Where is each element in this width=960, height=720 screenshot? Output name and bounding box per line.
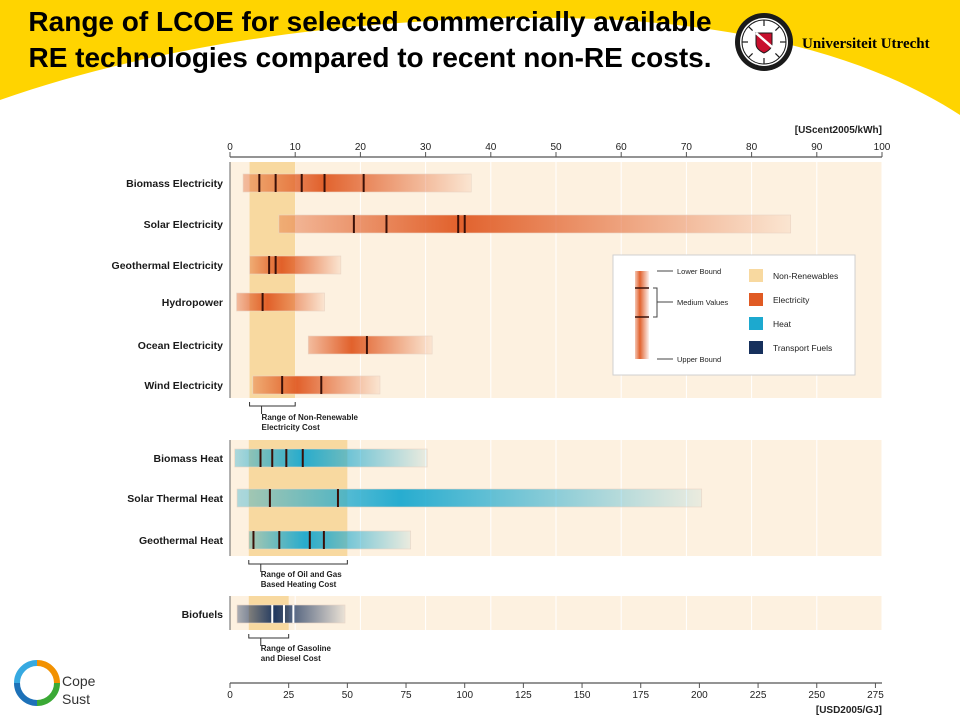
non-renewable-range-bracket [249, 402, 296, 407]
bottom-axis-tick-label: 225 [750, 690, 767, 701]
range-bar [249, 255, 342, 275]
page-title: Range of LCOE for selected commercially … [28, 6, 712, 73]
legend-item-label: Heat [773, 319, 792, 329]
bottom-axis-tick-label: 200 [691, 690, 708, 701]
top-axis-tick-label: 50 [550, 142, 562, 153]
non-renewable-range-bracket [248, 560, 348, 565]
non-renewable-range-label: Based Heating Cost [261, 580, 337, 589]
non-renewable-range-band [249, 162, 296, 398]
row-label: Hydropower [162, 297, 223, 309]
non-renewable-range-bracket [248, 634, 290, 639]
range-bar [252, 375, 381, 395]
legend-swatch-transport [749, 341, 763, 354]
footer-line-2: Sust [62, 691, 91, 707]
legend-bound-label: Medium Values [677, 298, 728, 307]
range-bar [278, 214, 792, 234]
top-axis-tick-label: 100 [874, 142, 891, 153]
legend-item-label: Transport Fuels [773, 343, 832, 353]
row-label: Solar Electricity [144, 219, 224, 231]
non-renewable-range-label: Range of Non-Renewable [262, 413, 359, 422]
non-renewable-range-label: Electricity Cost [262, 423, 321, 432]
non-renewable-range-label: and Diesel Cost [261, 654, 321, 663]
range-bar [236, 292, 325, 312]
range-bar [236, 488, 703, 508]
top-axis-tick-label: 80 [746, 142, 758, 153]
range-bar [307, 335, 433, 355]
row-label: Biomass Heat [154, 453, 224, 465]
row-label: Solar Thermal Heat [127, 493, 223, 505]
bottom-axis-tick-label: 0 [227, 690, 233, 701]
legend-medium-bracket [653, 287, 673, 318]
top-axis-tick-label: 0 [227, 142, 233, 153]
non-renewable-range-label: Range of Oil and Gas [261, 570, 342, 579]
legend-swatch-non_renewables [749, 269, 763, 282]
non-renewable-range-label: Range of Gasoline [261, 644, 332, 653]
legend-sample-bar [635, 271, 649, 359]
footer-text: Cope Sust [62, 672, 98, 708]
top-axis-tick-label: 20 [355, 142, 367, 153]
top-axis-tick-label: 10 [290, 142, 302, 153]
bottom-axis-tick-label: 275 [867, 690, 884, 701]
legend-bound-label: Upper Bound [677, 355, 721, 364]
copernicus-logo-icon [14, 660, 60, 706]
top-axis-unit-label: [UScent2005/kWh] [795, 125, 882, 136]
top-axis-tick-label: 60 [616, 142, 628, 153]
bottom-axis-tick-label: 175 [632, 690, 649, 701]
row-label: Ocean Electricity [138, 340, 223, 352]
university-name: Universiteit Utrecht [802, 36, 930, 52]
bottom-axis-tick-label: 100 [456, 690, 473, 701]
top-axis-tick-label: 40 [485, 142, 497, 153]
legend-item-label: Electricity [773, 295, 810, 305]
bottom-axis-unit-label: [USD2005/GJ] [816, 705, 882, 716]
legend-swatch-electricity [749, 293, 763, 306]
row-label: Geothermal Heat [139, 535, 224, 547]
top-axis-tick-label: 30 [420, 142, 432, 153]
bottom-axis-tick-label: 125 [515, 690, 532, 701]
bottom-axis-tick-label: 25 [283, 690, 295, 701]
legend-item-label: Non-Renewables [773, 271, 838, 281]
range-bar [248, 530, 412, 550]
university-seal-icon [735, 13, 793, 71]
top-axis-tick-label: 70 [681, 142, 693, 153]
bottom-axis-tick-label: 250 [808, 690, 825, 701]
legend-box [612, 254, 856, 376]
row-label: Biofuels [182, 609, 224, 621]
range-bar [236, 604, 346, 624]
row-label: Biomass Electricity [126, 178, 223, 190]
range-bar [242, 173, 472, 193]
row-label: Geothermal Electricity [112, 260, 224, 272]
top-axis-tick-label: 90 [811, 142, 823, 153]
legend-swatch-heat [749, 317, 763, 330]
range-bar [234, 448, 428, 468]
row-label: Wind Electricity [144, 380, 223, 392]
footer-line-1: Cope [62, 673, 96, 689]
bottom-axis-tick-label: 75 [400, 690, 412, 701]
bottom-axis-tick-label: 50 [342, 690, 354, 701]
bottom-axis-tick-label: 150 [574, 690, 591, 701]
legend-bound-label: Lower Bound [677, 267, 721, 276]
